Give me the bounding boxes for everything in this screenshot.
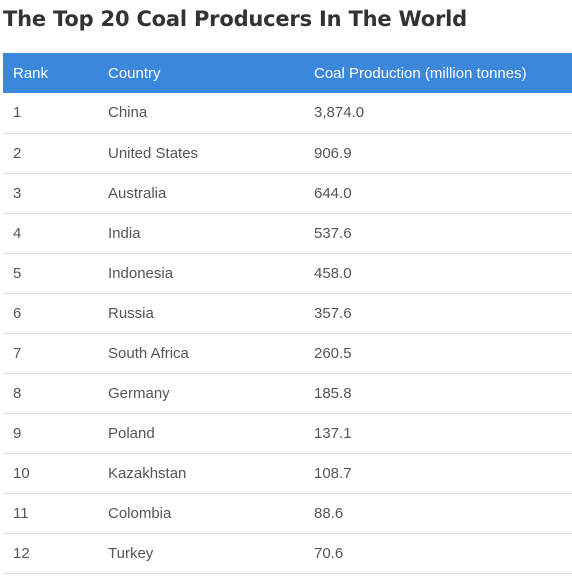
table-row: 10 Kazakhstan 108.7 [3, 453, 572, 493]
table-row: 2 United States 906.9 [3, 133, 572, 173]
rank-cell: 6 [13, 304, 22, 322]
table-row: 3 Australia 644.0 [3, 173, 572, 213]
rank-cell: 2 [13, 144, 22, 162]
country-cell: Russia [108, 304, 154, 322]
coal-producers-table: Rank Country Coal Production (million to… [3, 53, 572, 574]
column-header-rank: Rank [13, 64, 49, 82]
production-cell: 88.6 [314, 504, 344, 522]
page-title: The Top 20 Coal Producers In The World [3, 7, 467, 31]
rank-cell: 3 [13, 184, 22, 202]
country-cell: China [108, 104, 148, 122]
column-header-country: Country [108, 64, 161, 82]
country-cell: Colombia [108, 504, 172, 522]
rank-cell: 8 [13, 384, 22, 402]
production-cell: 260.5 [314, 344, 352, 362]
production-cell: 644.0 [314, 184, 352, 202]
table-row: 1 China 3,874.0 [3, 93, 572, 133]
rank-cell: 7 [13, 344, 22, 362]
table-row: 8 Germany 185.8 [3, 373, 572, 413]
rank-cell: 5 [13, 264, 22, 282]
table-row: 5 Indonesia 458.0 [3, 253, 572, 293]
table-row: 7 South Africa 260.5 [3, 333, 572, 373]
country-cell: Germany [108, 384, 170, 402]
country-cell: United States [108, 144, 199, 162]
table-row: 9 Poland 137.1 [3, 413, 572, 453]
table-header-row: Rank Country Coal Production (million to… [3, 53, 572, 93]
table-row: 4 India 537.6 [3, 213, 572, 253]
production-cell: 70.6 [314, 544, 344, 562]
table-row: 11 Colombia 88.6 [3, 493, 572, 533]
rank-cell: 10 [13, 464, 30, 482]
country-cell: Poland [108, 424, 155, 442]
country-cell: Indonesia [108, 264, 174, 282]
production-cell: 185.8 [314, 384, 352, 402]
country-cell: South Africa [108, 344, 189, 362]
rank-cell: 11 [13, 504, 29, 522]
production-cell: 906.9 [314, 144, 352, 162]
rank-cell: 4 [13, 224, 22, 242]
production-cell: 537.6 [314, 224, 352, 242]
coal-producers-table-container: Rank Country Coal Production (million to… [3, 53, 572, 574]
production-cell: 458.0 [314, 264, 352, 282]
rank-cell: 9 [13, 424, 22, 442]
country-cell: Kazakhstan [108, 464, 187, 482]
table-header: Rank Country Coal Production (million to… [3, 53, 572, 93]
production-cell: 108.7 [314, 464, 352, 482]
production-cell: 357.6 [314, 304, 352, 322]
country-cell: Australia [108, 184, 167, 202]
country-cell: India [108, 224, 141, 242]
table-body: 1 China 3,874.0 2 United States 906.9 3 … [3, 93, 572, 573]
table-row: 12 Turkey 70.6 [3, 533, 572, 573]
production-cell: 3,874.0 [314, 104, 365, 122]
rank-cell: 1 [13, 104, 22, 122]
rank-cell: 12 [13, 544, 30, 562]
column-header-coal-production: Coal Production (million tonnes) [314, 64, 527, 82]
country-cell: Turkey [108, 544, 154, 562]
table-row: 6 Russia 357.6 [3, 293, 572, 333]
production-cell: 137.1 [314, 424, 352, 442]
